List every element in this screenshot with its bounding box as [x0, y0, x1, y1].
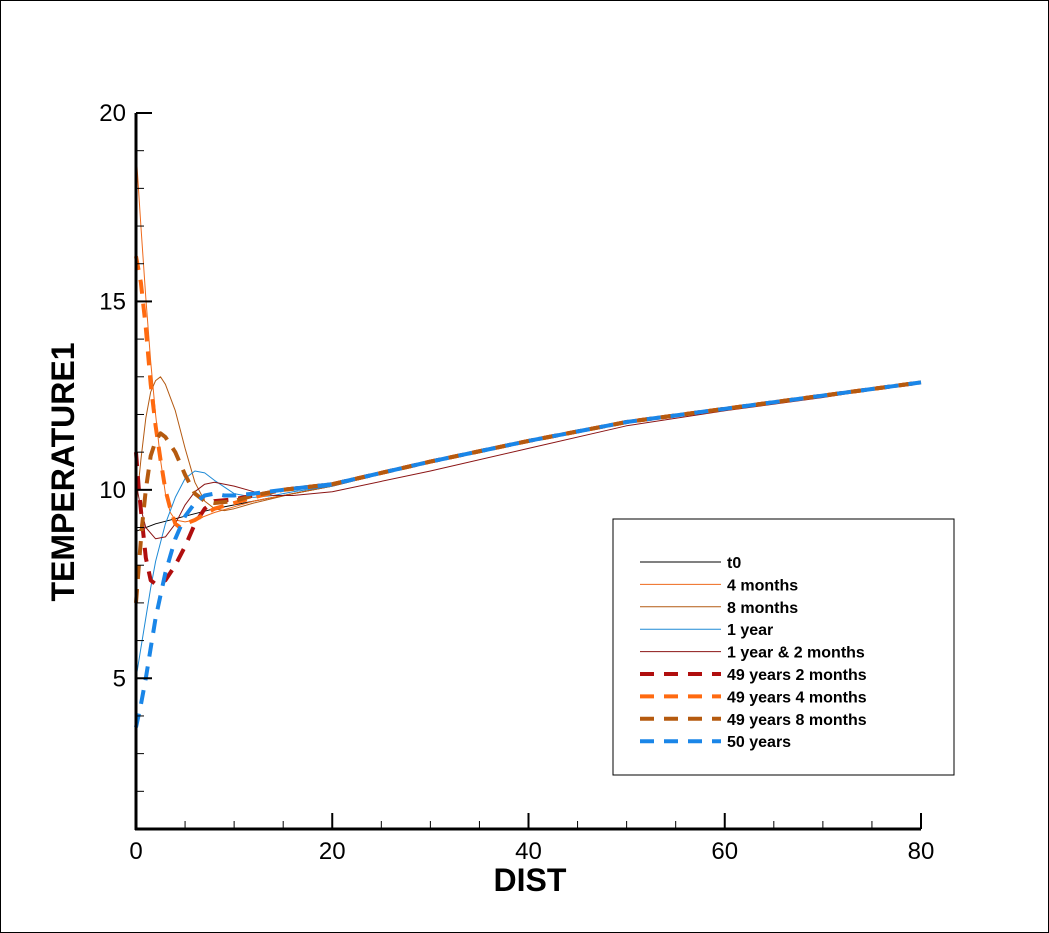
- y-tick-label: 20: [99, 100, 126, 127]
- legend-items: t0 4 months 8 months 1 year 1 year & 2 month…: [640, 555, 867, 751]
- legend-label: 49 years 8 months: [727, 712, 867, 729]
- x-tick-label: 40: [515, 838, 542, 865]
- legend-label: 1 year: [727, 622, 773, 639]
- y-tick-label: 5: [113, 665, 126, 692]
- legend-label: 49 years 4 months: [727, 689, 867, 706]
- legend-label: t0: [727, 555, 741, 572]
- series-line-9: [134, 380, 922, 728]
- series-layer: [134, 150, 922, 728]
- y-tick-label: 15: [99, 288, 126, 315]
- x-axis-title: DIST: [494, 862, 567, 898]
- legend-label: 50 years: [727, 734, 791, 751]
- legend-label: 4 months: [727, 577, 798, 594]
- legend: t0 4 months 8 months 1 year 1 year & 2 month…: [612, 518, 955, 776]
- series-line-2: [135, 150, 922, 523]
- x-tick-label: 0: [129, 838, 142, 865]
- series-line-1: [135, 381, 922, 532]
- y-axis-title: TEMPERATURE1: [45, 343, 81, 602]
- axes-layer: 0 20 40 60 80 5 10 15 20: [99, 100, 934, 865]
- series-line-5: [135, 381, 922, 540]
- series-line-7: [134, 255, 922, 530]
- x-tick-label: 60: [711, 838, 738, 865]
- legend-label: 1 year & 2 months: [727, 645, 865, 662]
- x-tick-label: 80: [908, 838, 935, 865]
- legend-label: 8 months: [727, 600, 798, 617]
- legend-label: 49 years 2 months: [727, 667, 867, 684]
- y-tick-label: 10: [99, 477, 126, 504]
- x-tick-label: 20: [319, 838, 346, 865]
